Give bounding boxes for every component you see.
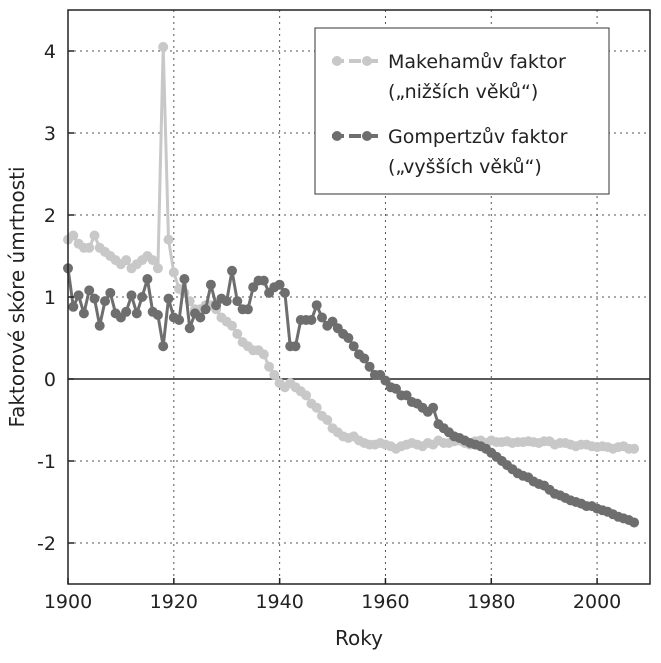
data-point (168, 267, 179, 278)
x-tick-label: 2000 (573, 591, 621, 613)
y-tick-label: -2 (37, 533, 56, 555)
data-point (200, 304, 211, 315)
y-axis: 4 3 2 1 0 -1 -2 (37, 41, 74, 555)
legend-makeham-marker-right (362, 56, 372, 66)
data-point (152, 263, 163, 274)
data-point (174, 315, 185, 325)
data-point (163, 293, 174, 304)
data-point (100, 296, 110, 307)
y-axis-label: Faktorové skóre úmrtnosti (5, 166, 29, 427)
x-tick-label: 1920 (150, 591, 198, 613)
y-tick-label: -1 (37, 451, 56, 473)
data-point (359, 353, 370, 364)
x-tick-label: 1900 (44, 591, 92, 613)
x-axis: 1900 1920 1940 1960 1980 2000 (44, 578, 621, 613)
data-point (68, 230, 79, 241)
data-point (227, 265, 237, 276)
data-point (152, 310, 163, 320)
data-point (158, 341, 169, 352)
data-point (126, 290, 137, 301)
data-point (205, 279, 216, 290)
legend-gompertz-marker-right (362, 131, 372, 141)
series-makeham (63, 41, 640, 454)
data-point (121, 306, 132, 317)
data-point (629, 443, 640, 454)
data-point (158, 41, 169, 52)
series-layer (63, 41, 640, 528)
legend-gompertz-label: Gompertzův faktor (388, 126, 568, 148)
x-tick-label: 1980 (467, 591, 515, 613)
data-point (301, 390, 312, 401)
data-point (94, 320, 105, 331)
data-point (322, 415, 333, 425)
data-point (73, 290, 84, 301)
legend-gompertz-sublabel: („vyšších věků“) (388, 156, 542, 178)
y-tick-label: 0 (44, 369, 56, 391)
legend-gompertz-marker-left (332, 131, 342, 141)
data-point (142, 274, 153, 284)
x-axis-label: Roky (335, 626, 383, 650)
legend-makeham-label: Makehamův faktor (388, 51, 566, 73)
data-point (264, 361, 275, 372)
data-point (163, 234, 174, 245)
data-point (89, 230, 100, 241)
data-point (258, 275, 269, 286)
legend-makeham-sublabel: („nižších věků“) (388, 81, 538, 103)
data-point (274, 279, 285, 290)
data-point (306, 315, 317, 325)
data-point (290, 341, 301, 352)
data-point (232, 296, 243, 307)
series-gompertz (63, 263, 640, 528)
data-point (131, 308, 142, 319)
data-point (428, 402, 439, 413)
y-tick-label: 1 (44, 287, 56, 309)
data-point (348, 341, 359, 352)
legend-makeham-marker-left (332, 56, 342, 66)
data-point (184, 323, 195, 334)
legend-box (314, 27, 610, 195)
data-point (629, 517, 640, 528)
data-point (195, 312, 206, 323)
y-tick-label: 3 (44, 123, 56, 145)
data-point (279, 287, 290, 298)
data-point (343, 333, 354, 343)
data-point (269, 369, 280, 380)
data-point (179, 274, 190, 284)
data-point (84, 285, 95, 296)
data-point (232, 328, 243, 339)
data-point (84, 242, 95, 253)
data-point (105, 287, 116, 298)
data-point (89, 293, 100, 304)
x-tick-label: 1940 (255, 591, 303, 613)
data-point (258, 349, 269, 360)
data-point (311, 300, 322, 311)
data-point (317, 312, 327, 323)
data-point (311, 402, 322, 413)
data-point (227, 320, 237, 331)
y-tick-label: 4 (44, 41, 56, 63)
data-point (242, 304, 253, 315)
data-point (78, 308, 89, 319)
data-point (147, 255, 158, 266)
data-point (121, 255, 132, 266)
x-tick-label: 1960 (361, 591, 409, 613)
data-point (137, 292, 148, 302)
data-point (221, 296, 232, 307)
legend: Makehamův faktor („nižších věků“) Gomper… (314, 27, 610, 195)
data-point (364, 361, 375, 372)
y-tick-label: 2 (44, 205, 56, 227)
data-point (68, 301, 79, 312)
